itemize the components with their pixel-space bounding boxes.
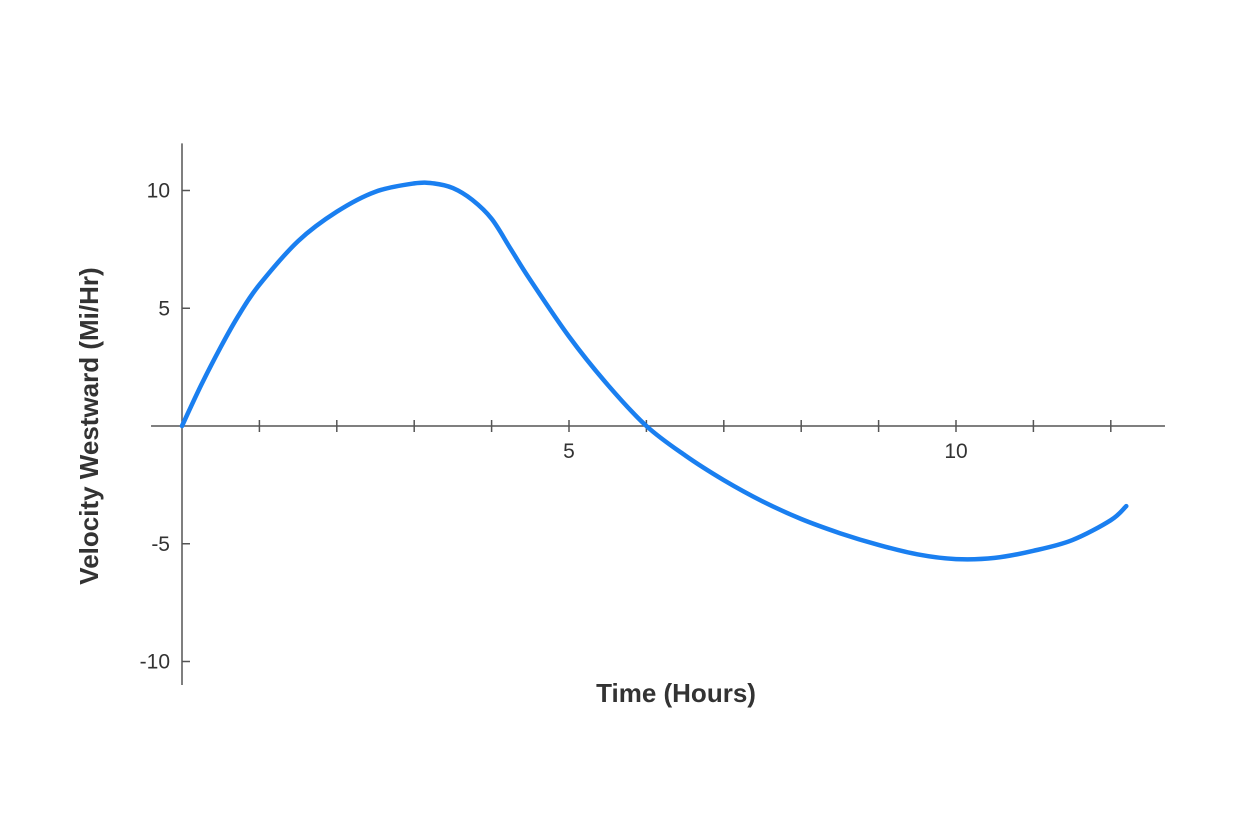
y-tick-label: -5 <box>151 533 170 556</box>
x-ticks: 5 10 <box>258 420 1112 463</box>
y-tick-label: 5 <box>158 297 170 320</box>
x-tick-label: 5 <box>563 440 575 463</box>
axes <box>151 143 1165 686</box>
y-ticks: 10 5 -5 -10 <box>140 180 190 674</box>
x-tick-label: 10 <box>944 440 967 463</box>
y-tick-label: -10 <box>140 651 170 674</box>
x-axis-title: Time (Hours) <box>596 678 756 708</box>
series-layer <box>179 180 1129 562</box>
y-axis-title: Velocity Westward (Mi/Hr) <box>74 267 104 584</box>
y-tick-label: 10 <box>147 180 170 203</box>
velocity-series-line <box>179 180 1129 562</box>
